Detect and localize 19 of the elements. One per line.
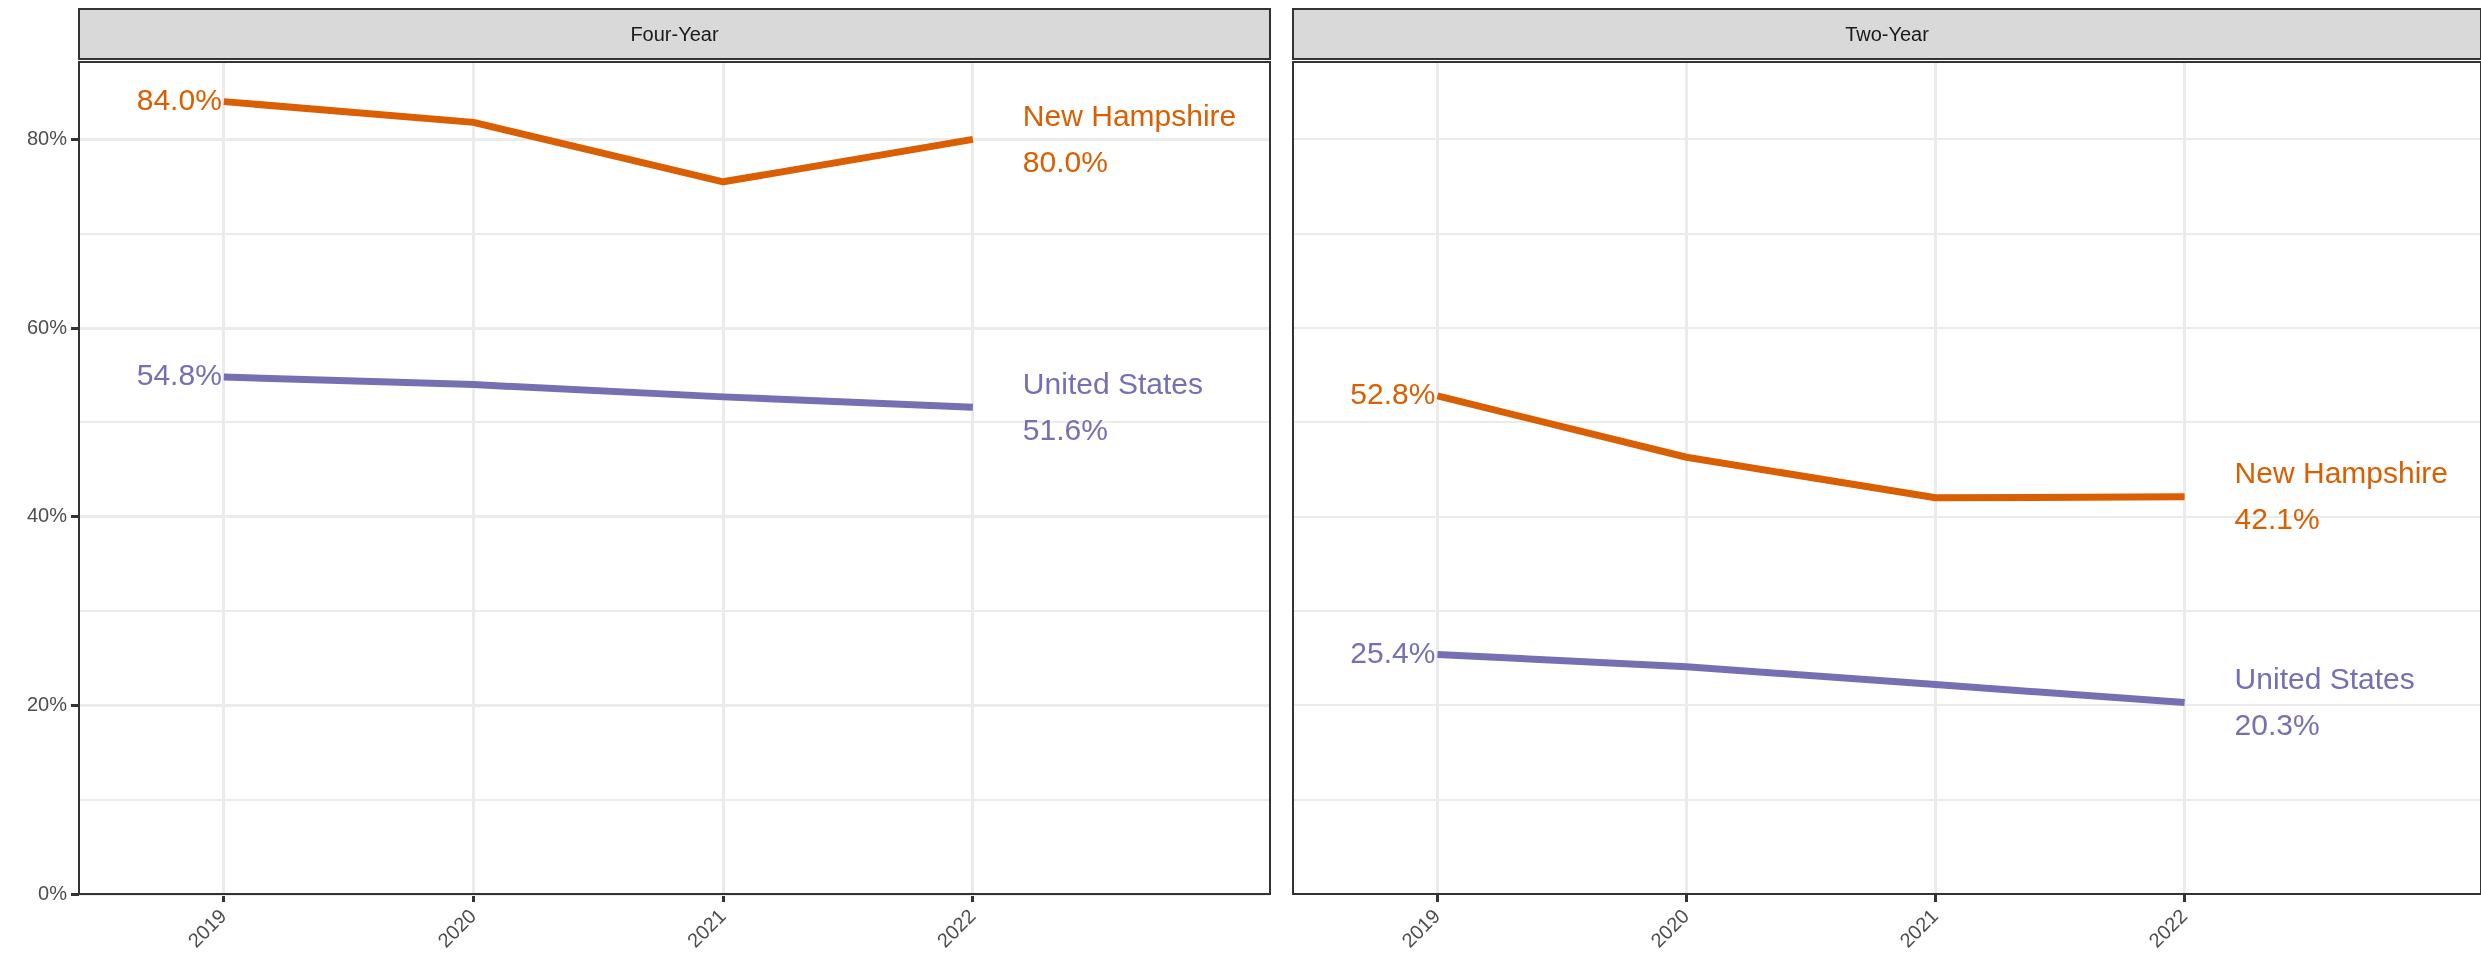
series-label: United States xyxy=(1022,366,1203,400)
series-label: New Hampshire xyxy=(1022,98,1237,132)
data-label: 42.1% xyxy=(2234,502,2320,536)
data-label: 54.8% xyxy=(136,358,222,392)
data-label: 80.0% xyxy=(1022,144,1108,178)
data-label: 20.3% xyxy=(2234,707,2320,741)
data-label: 25.4% xyxy=(1350,635,1436,669)
data-label: 51.6% xyxy=(1022,412,1108,446)
y-tick-label: 0% xyxy=(38,881,68,904)
chart-title: Four-Year xyxy=(78,8,1271,60)
y-tick-label: 40% xyxy=(26,504,68,527)
data-label: 84.0% xyxy=(136,82,222,116)
chart-title: Two-Year xyxy=(1292,8,2481,60)
data-label: 52.8% xyxy=(1350,377,1436,411)
series-label: United States xyxy=(2234,661,2415,695)
series-label: New Hampshire xyxy=(2234,456,2449,490)
y-tick-label: 60% xyxy=(26,315,68,338)
y-tick-label: 20% xyxy=(26,692,68,715)
y-tick-label: 80% xyxy=(26,126,68,149)
